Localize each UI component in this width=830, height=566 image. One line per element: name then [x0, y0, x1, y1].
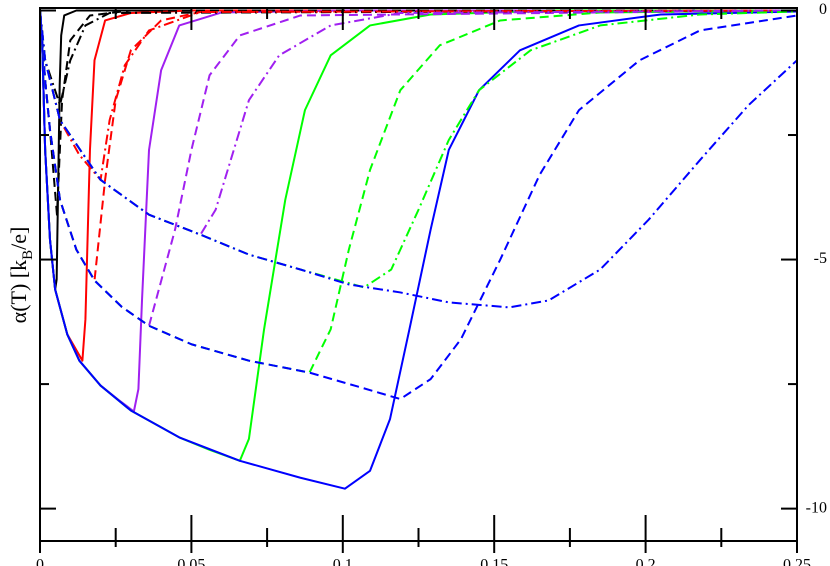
y-axis-label-text: α(T) [kB/e] [6, 227, 36, 324]
x-tick-label: 0.2 [636, 556, 656, 566]
x-tick-label: 0.15 [480, 556, 508, 566]
series-line [39, 9, 798, 327]
y-axis-label: α(T) [kB/e] [6, 227, 36, 324]
y-tick-label: -10 [806, 499, 827, 516]
y-tick-label: -5 [814, 250, 827, 267]
series-line [39, 9, 797, 291]
y-tick-label: 0 [819, 1, 827, 18]
series-line [39, 10, 798, 289]
x-tick-label: 0.25 [783, 556, 811, 566]
series-line [39, 9, 797, 462]
x-tick-label: 0 [36, 556, 44, 566]
series-line [39, 10, 798, 401]
plot-frame [39, 7, 798, 542]
series-line [39, 9, 798, 282]
series-line [39, 10, 798, 309]
series-line [39, 10, 798, 490]
x-tick-label: 0.1 [333, 556, 353, 566]
series-line [39, 9, 797, 216]
y-label-part: α(T) [k [6, 260, 31, 323]
series-line [39, 9, 798, 236]
series-line [39, 9, 798, 374]
y-label-part: /e] [6, 227, 31, 250]
x-tick-label: 0.05 [177, 556, 205, 566]
series-line [39, 9, 798, 107]
series-line [39, 9, 798, 181]
y-label-subscript: B [20, 250, 36, 260]
